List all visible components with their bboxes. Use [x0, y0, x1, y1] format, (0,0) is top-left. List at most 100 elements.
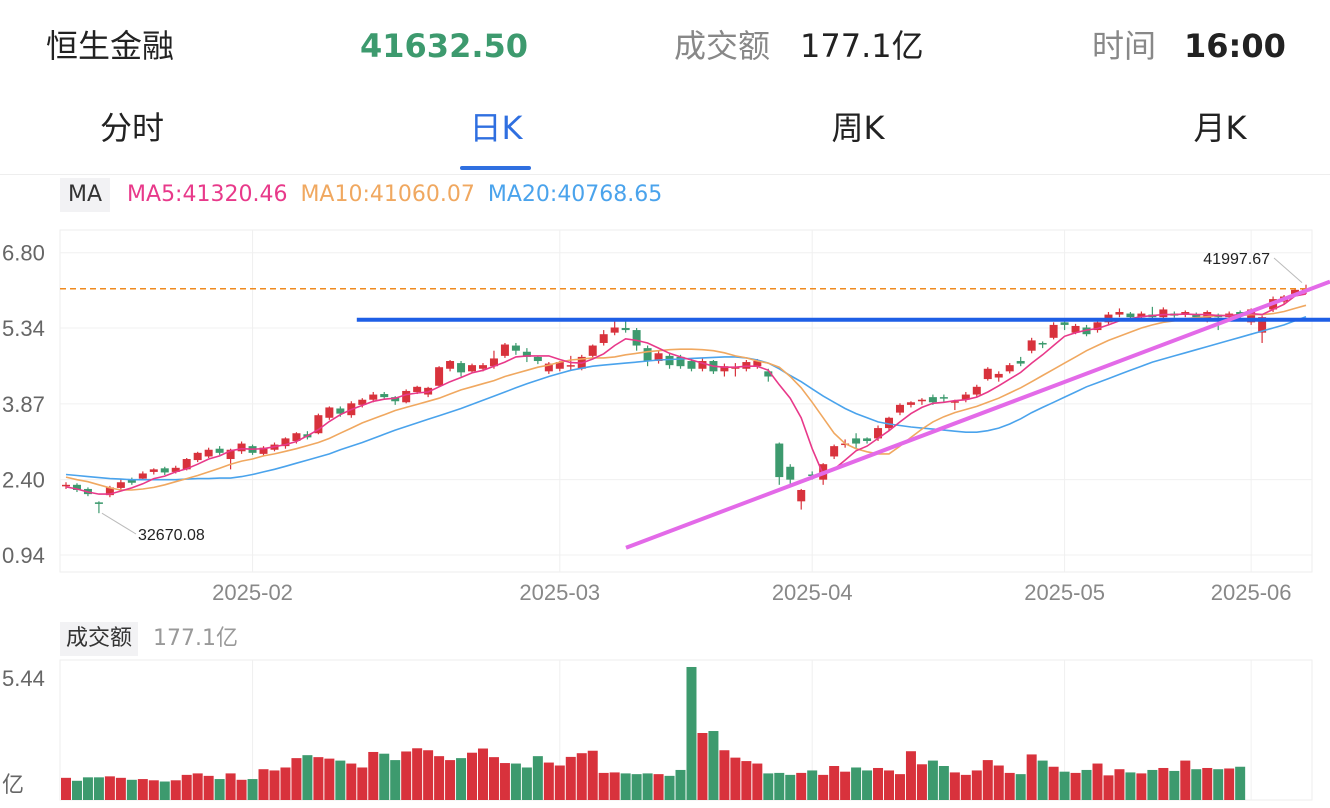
volume-bar	[1213, 769, 1224, 800]
volume-bar	[905, 751, 916, 800]
candle-body	[1093, 322, 1102, 331]
volume-bar	[543, 762, 554, 800]
index-price: 41632.50	[360, 27, 529, 65]
high-price-label: 41997.67	[1203, 251, 1270, 268]
volume-bar	[510, 763, 521, 800]
volume-bar	[938, 766, 949, 800]
volume-bar	[993, 765, 1004, 800]
volume-bar	[302, 755, 313, 800]
volume-bar	[840, 771, 851, 800]
candle-body	[468, 365, 477, 372]
volume-bar	[598, 772, 609, 800]
volume-bar	[554, 765, 565, 800]
volume-bar	[818, 774, 829, 800]
candle-body	[138, 473, 147, 479]
volume-bar	[730, 757, 741, 800]
candle-body	[599, 334, 608, 343]
candle-body	[961, 394, 970, 400]
volume-bar	[477, 748, 488, 800]
candle-body	[171, 467, 180, 472]
volume-bar	[609, 772, 620, 800]
volume-bar	[1037, 760, 1048, 800]
volume-bar	[1048, 766, 1059, 800]
volume-bar	[488, 757, 499, 800]
candle-body	[852, 438, 861, 444]
price-panel-border	[59, 229, 1313, 573]
drawn-lines	[60, 279, 1330, 550]
volume-tick-label: 5.44	[2, 666, 45, 691]
candle-body	[391, 397, 400, 402]
volume-bar	[170, 780, 181, 800]
price-tick-label: 5.34	[2, 316, 45, 341]
volume-bar	[357, 767, 368, 800]
candle-body	[1060, 322, 1069, 325]
tab-weekly-k[interactable]: 周K	[831, 109, 885, 147]
volume-bar	[181, 774, 192, 800]
volume-bar	[368, 751, 379, 800]
volume-bar	[434, 756, 445, 800]
candle-body	[566, 365, 575, 367]
volume-bar	[1191, 769, 1202, 800]
volume-value: 177.1亿	[153, 626, 238, 651]
volume-bar	[1114, 769, 1125, 800]
volume-bar	[1004, 772, 1015, 800]
candle-body	[446, 361, 455, 369]
amount-label: 成交额	[674, 27, 771, 65]
volume-bar	[269, 770, 280, 800]
candle-body	[457, 363, 466, 373]
candle-body	[895, 404, 904, 413]
volume-bar	[796, 772, 807, 800]
volume-bar	[324, 758, 335, 800]
candle-body	[665, 355, 674, 366]
volume-bar	[1158, 767, 1169, 800]
candle-body	[281, 438, 290, 447]
candle-body	[786, 466, 795, 480]
candle-body	[489, 358, 498, 367]
volume-bar	[247, 779, 258, 800]
volume-bar	[1235, 766, 1246, 800]
candle-body	[62, 484, 70, 487]
volume-bar	[620, 773, 631, 800]
volume-bar	[1169, 770, 1180, 800]
candle-body	[753, 361, 762, 367]
tab-daily-k[interactable]: 日K	[469, 109, 523, 147]
ma20-label: MA20:40768.65	[487, 182, 663, 207]
volume-bar	[1059, 771, 1070, 800]
date-tick-label: 2025-04	[772, 580, 853, 605]
volume-bar	[873, 767, 884, 800]
volume-bar	[313, 757, 324, 800]
volume-bar	[1136, 773, 1147, 800]
period-tabs: 分时 日K 周K 月K	[0, 92, 1330, 175]
candle-body	[610, 327, 619, 333]
tab-intraday[interactable]: 分时	[99, 109, 164, 147]
volume-bar	[851, 767, 862, 800]
candle-body	[797, 489, 806, 502]
volume-tag[interactable]: 成交额	[60, 622, 139, 656]
volume-bar	[214, 779, 225, 800]
candle-body	[1115, 312, 1124, 315]
candle-body	[544, 363, 553, 372]
volume-bar	[1147, 769, 1158, 800]
price-tick-label: 6.80	[2, 241, 45, 266]
candle-body	[1038, 342, 1047, 345]
volume-bar	[708, 731, 719, 800]
volume-bar	[807, 770, 818, 800]
candle-body	[127, 479, 136, 483]
candle-body	[863, 438, 872, 441]
ma-legend: MA MA5:41320.46 MA10:41060.07 MA20:40768…	[60, 178, 1330, 212]
volume-bar	[664, 775, 675, 800]
ma-tag[interactable]: MA	[60, 178, 111, 212]
chart-grid	[59, 229, 1313, 573]
volume-bar	[346, 763, 357, 800]
volume-bar	[93, 777, 104, 800]
candle-body	[972, 386, 981, 395]
ma10-label: MA10:41060.07	[300, 182, 475, 207]
low-leader-line	[101, 512, 137, 535]
volume-bar	[927, 760, 938, 800]
candle-body	[336, 408, 345, 414]
volume-bar	[148, 780, 159, 800]
support-trend-line	[625, 279, 1330, 550]
tab-monthly-k[interactable]: 月K	[1193, 109, 1247, 147]
candle-body	[511, 345, 520, 351]
